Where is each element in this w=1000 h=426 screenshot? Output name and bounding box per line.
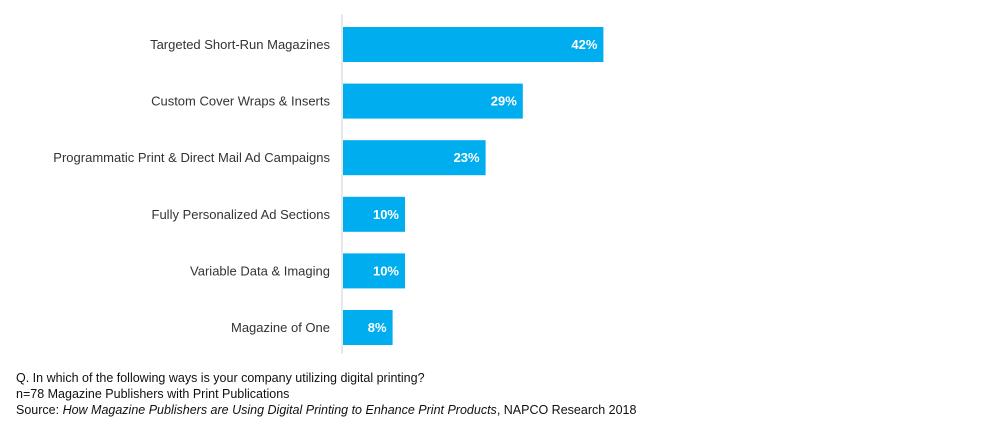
bar-3 bbox=[343, 196, 405, 232]
survey-question: Q. In which of the following ways is you… bbox=[16, 371, 425, 385]
category-label-2: Programmatic Print & Direct Mail Ad Camp… bbox=[53, 150, 330, 165]
bar-4 bbox=[343, 253, 405, 289]
value-label-2: 23% bbox=[454, 150, 480, 165]
value-label-5: 8% bbox=[368, 320, 387, 335]
value-label-0: 42% bbox=[571, 37, 597, 52]
sample-size: n=78 Magazine Publishers with Print Publ… bbox=[16, 387, 290, 401]
category-label-1: Custom Cover Wraps & Inserts bbox=[151, 94, 330, 109]
category-label-0: Targeted Short-Run Magazines bbox=[150, 37, 330, 52]
category-label-5: Magazine of One bbox=[231, 320, 330, 335]
source-prefix: Source: bbox=[16, 403, 63, 417]
bar-5 bbox=[343, 310, 393, 345]
value-label-3: 10% bbox=[373, 207, 399, 222]
bars-group: Targeted Short-Run Magazines 42% Custom Co… bbox=[53, 27, 604, 345]
bar-chart: Targeted Short-Run Magazines 42% Custom Co… bbox=[53, 14, 604, 354]
bar-2 bbox=[343, 140, 486, 176]
chart-notes: Q. In which of the following ways is you… bbox=[16, 370, 636, 418]
source-line: Source: How Magazine Publishers are Usin… bbox=[16, 402, 636, 418]
source-title: How Magazine Publishers are Using Digita… bbox=[62, 403, 497, 417]
bar-0 bbox=[343, 27, 604, 62]
category-label-3: Fully Personalized Ad Sections bbox=[152, 207, 331, 222]
category-label-4: Variable Data & Imaging bbox=[190, 263, 330, 278]
value-label-1: 29% bbox=[491, 94, 517, 109]
source-suffix: , NAPCO Research 2018 bbox=[496, 403, 637, 417]
value-label-4: 10% bbox=[373, 263, 399, 278]
bar-1 bbox=[343, 83, 523, 119]
